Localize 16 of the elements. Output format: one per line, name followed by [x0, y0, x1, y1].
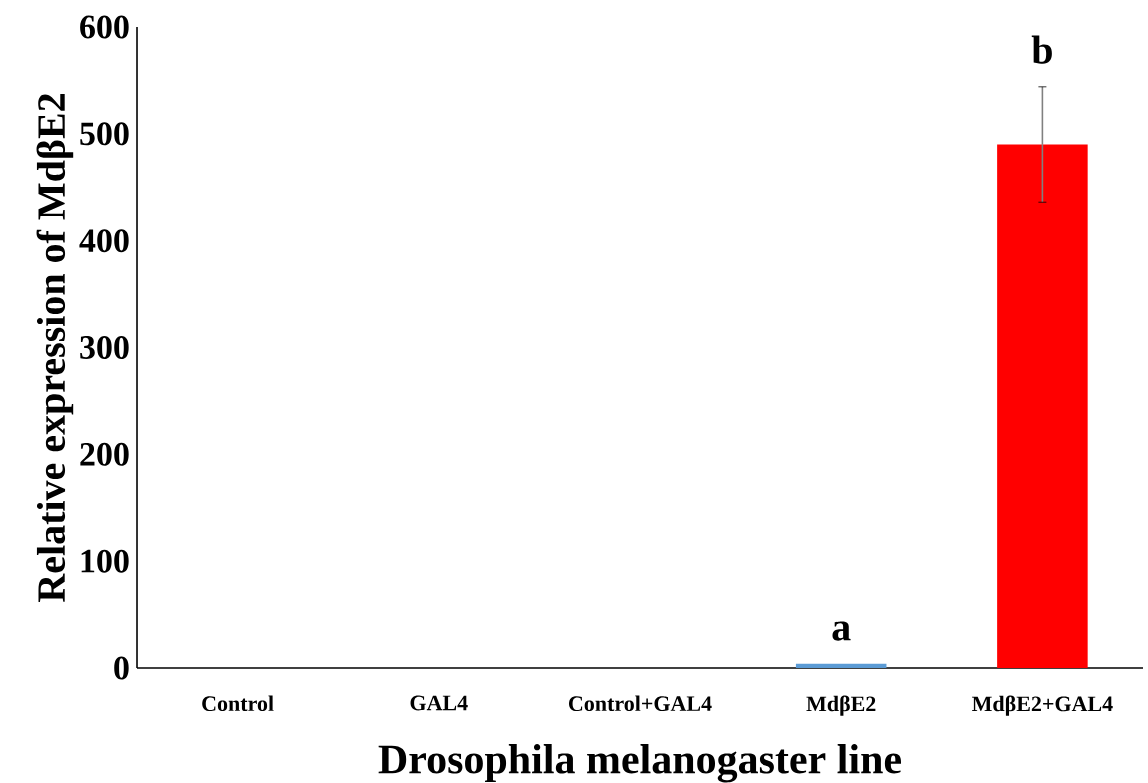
y-tick-label: 0: [114, 656, 129, 680]
y-tick-label: 400: [79, 229, 129, 253]
x-tick-label: GAL4: [410, 695, 468, 711]
x-tick-label: Control: [202, 695, 274, 712]
y-tick-label: 200: [80, 442, 129, 466]
y-axis-title: Relative expression of MdβE2: [36, 94, 74, 602]
x-tick-label: MdβE2: [806, 695, 876, 716]
y-tick-label: 100: [81, 549, 129, 573]
y-tick-label: 500: [80, 122, 129, 146]
annotation: b: [1031, 35, 1052, 64]
x-axis-title: Drosophila melanogaster line: [378, 744, 901, 783]
x-tick-label: MdβE2+GAL4: [972, 695, 1113, 716]
annotation: a: [832, 621, 851, 641]
y-tick-label: 600: [80, 15, 129, 39]
y-tick-label: 300: [80, 336, 129, 359]
x-tick-label: Control+GAL4: [569, 695, 712, 712]
